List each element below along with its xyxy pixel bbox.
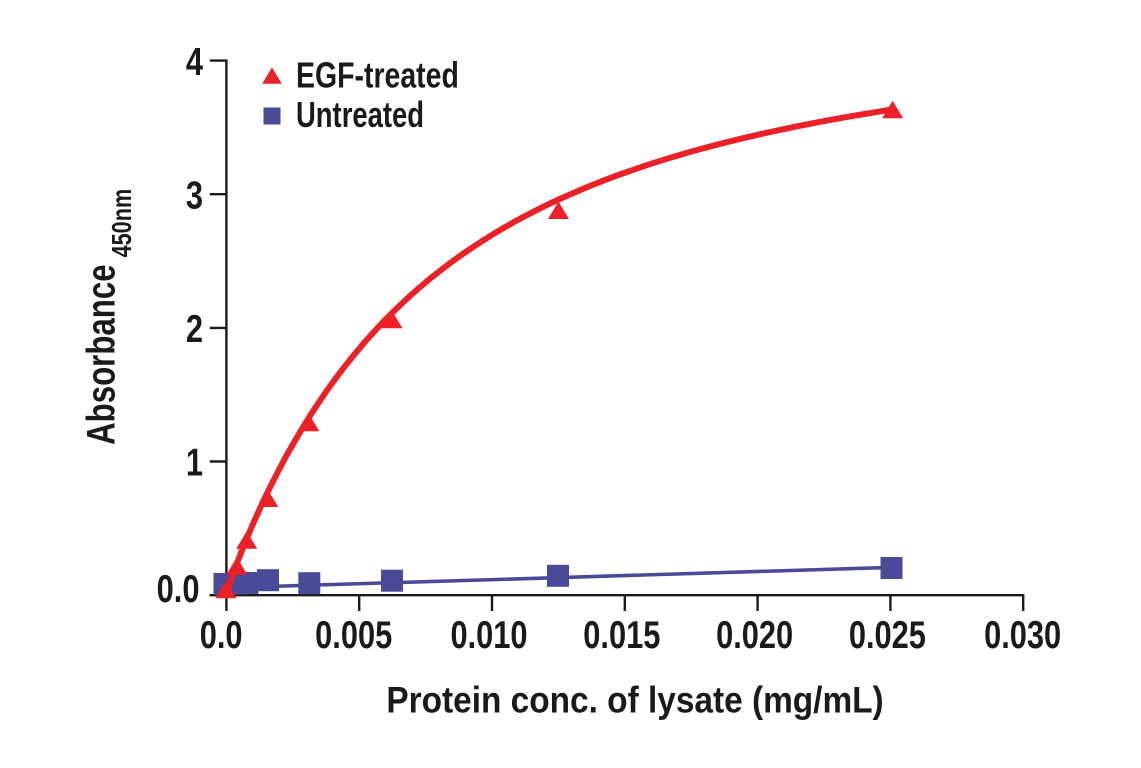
svg-text:0.005: 0.005 (315, 613, 392, 656)
svg-text:0.030: 0.030 (984, 613, 1061, 656)
svg-text:0.0: 0.0 (157, 567, 200, 610)
svg-text:Absorbance: Absorbance (79, 264, 124, 444)
svg-text:0.025: 0.025 (849, 613, 926, 656)
svg-text:450nm: 450nm (106, 189, 137, 258)
svg-text:Protein conc. of lysate (mg/mL: Protein conc. of lysate (mg/mL) (386, 679, 883, 721)
svg-text:3: 3 (186, 174, 203, 217)
svg-text:0.0: 0.0 (200, 613, 243, 656)
svg-text:Untreated: Untreated (296, 94, 424, 134)
svg-text:0.010: 0.010 (450, 613, 527, 656)
svg-text:0.015: 0.015 (583, 613, 660, 656)
svg-text:EGF-treated: EGF-treated (296, 55, 459, 95)
svg-text:4: 4 (186, 40, 204, 83)
svg-text:1: 1 (186, 441, 203, 484)
svg-text:0.020: 0.020 (716, 613, 793, 656)
svg-text:2: 2 (186, 308, 203, 351)
